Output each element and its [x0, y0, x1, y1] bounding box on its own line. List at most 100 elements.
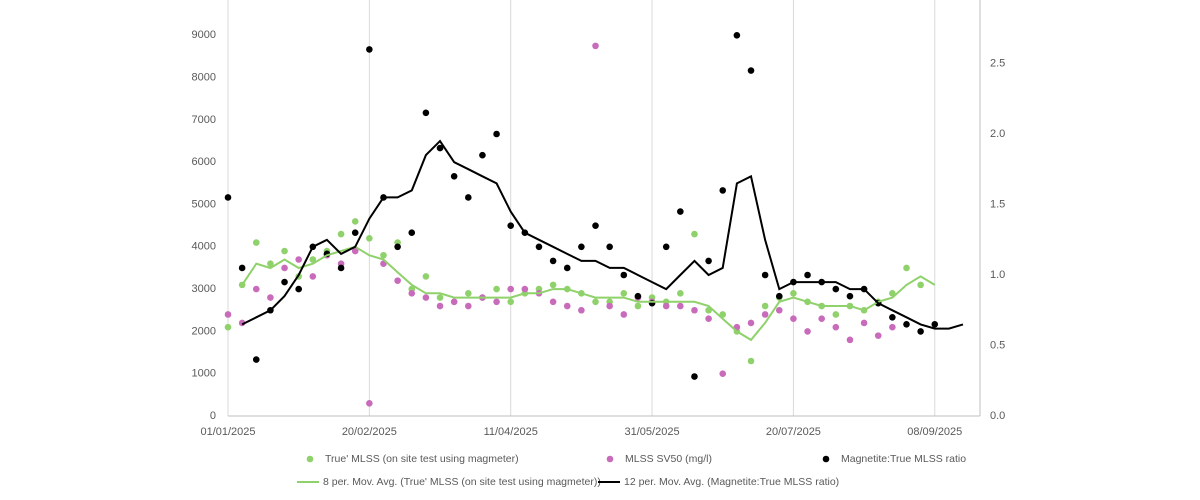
scatter-point — [804, 271, 811, 279]
scatter-point — [832, 323, 840, 331]
scatter-point — [351, 229, 359, 236]
scatter-point — [578, 306, 585, 314]
scatter-point — [252, 285, 260, 293]
scatter-point — [606, 302, 613, 310]
x-tick-label: 08/09/2025 — [907, 426, 962, 438]
x-tick-label: 20/02/2025 — [342, 426, 397, 438]
scatter-point — [309, 273, 317, 280]
moving-average-line — [241, 245, 936, 342]
scatter-point — [691, 306, 698, 314]
scatter-point — [662, 243, 670, 251]
scatter-point — [535, 243, 543, 251]
y-tick-label: 0 — [210, 410, 216, 422]
scatter-point — [606, 243, 613, 251]
y2-tick-label: 0.0 — [990, 410, 1005, 422]
scatter-point — [620, 290, 628, 297]
legend-label: MLSS SV50 (mg/l) — [625, 453, 712, 465]
scatter-point — [436, 144, 444, 152]
scatter-point — [860, 319, 868, 327]
scatter-point — [917, 328, 924, 335]
scatter-point — [677, 208, 684, 215]
scatter-point — [224, 323, 232, 331]
y-tick-label: 8000 — [192, 72, 216, 84]
legend-label: Magnetite:True MLSS ratio — [841, 453, 966, 465]
scatter-point — [436, 294, 444, 301]
scatter-point — [846, 292, 854, 300]
scatter-point — [592, 42, 599, 50]
scatter-point — [790, 290, 797, 297]
scatter-point — [775, 306, 783, 314]
plot-area: 01/01/2025 20/02/2025 11/04/2025 31/05/2025… — [192, 0, 1005, 438]
scatter-point — [563, 302, 571, 310]
y2-tick-label: 1.0 — [990, 269, 1005, 281]
moving-average-line — [241, 139, 964, 330]
scatter-point — [761, 311, 769, 318]
scatter-point — [252, 239, 260, 246]
scatter-point — [620, 311, 628, 318]
scatter-point — [804, 328, 811, 335]
scatter-point — [677, 290, 684, 297]
scatter-point — [252, 356, 260, 363]
scatter-point — [394, 243, 401, 251]
scatter-point — [705, 257, 712, 265]
scatter-point — [465, 194, 472, 201]
scatter-point — [903, 264, 910, 272]
scatter-point — [450, 173, 458, 180]
scatter-point — [281, 278, 288, 286]
scatter-point — [592, 298, 599, 306]
y2-tick-label: 1.5 — [990, 198, 1005, 210]
scatter-point — [903, 321, 910, 328]
scatter-point — [507, 222, 515, 229]
scatter-point — [337, 230, 345, 238]
scatter-point — [295, 256, 302, 263]
scatter-point — [549, 298, 557, 306]
scatter-point — [309, 256, 317, 263]
scatter-point — [719, 187, 727, 194]
scatter-point — [549, 257, 557, 265]
y-tick-label: 9000 — [192, 29, 216, 41]
y-tick-label: 6000 — [192, 156, 216, 168]
scatter-point — [507, 285, 515, 293]
legend-marker — [822, 455, 830, 463]
scatter-point — [761, 302, 769, 310]
scatter-point — [493, 130, 500, 138]
scatter-point — [889, 323, 896, 331]
scatter-point — [563, 264, 571, 272]
scatter-point — [281, 247, 288, 255]
scatter-point — [747, 357, 755, 365]
scatter-point — [889, 314, 896, 321]
scatter-point — [832, 311, 840, 318]
scatter-point — [747, 319, 755, 327]
scatter-point — [408, 229, 416, 236]
scatter-point — [846, 336, 854, 344]
y-tick-label: 7000 — [192, 114, 216, 126]
scatter-point — [465, 290, 472, 297]
y-tick-label: 3000 — [192, 283, 216, 295]
legend-label: 8 per. Mov. Avg. (True' MLSS (on site te… — [323, 476, 601, 488]
scatter-point — [479, 151, 486, 159]
scatter-point — [917, 281, 924, 289]
scatter-point — [436, 302, 444, 310]
y-tick-label: 2000 — [192, 325, 216, 337]
x-tick-label: 20/07/2025 — [766, 426, 821, 438]
scatter-point — [281, 264, 288, 272]
scatter-point — [832, 285, 840, 293]
y2-tick-label: 0.5 — [990, 339, 1005, 351]
scatter-point — [620, 271, 628, 279]
scatter-point — [733, 32, 741, 39]
scatter-point — [747, 67, 755, 74]
scatter-point — [337, 264, 345, 272]
scatter-point — [351, 247, 359, 255]
scatter-point — [408, 290, 416, 297]
scatter-point — [366, 46, 373, 53]
scatter-point — [578, 243, 585, 251]
scatter-point — [465, 302, 472, 310]
scatter-point — [394, 277, 401, 284]
scatter-point — [818, 315, 825, 323]
scatter-point — [634, 292, 642, 300]
legend-label: True' MLSS (on site test using magmeter) — [325, 453, 519, 465]
x-tick-label: 11/04/2025 — [484, 426, 538, 438]
legend-marker — [606, 455, 614, 463]
scatter-point — [422, 273, 430, 280]
